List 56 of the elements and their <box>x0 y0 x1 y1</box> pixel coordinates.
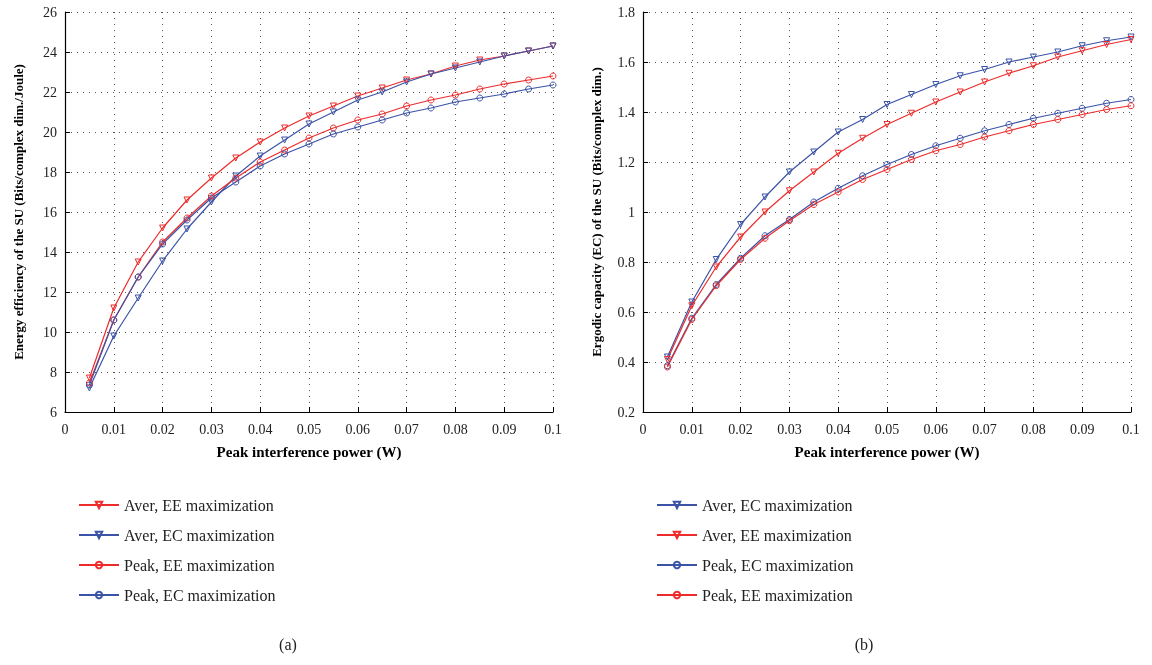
y-tick-label: 0.6 <box>617 304 635 320</box>
x-tick-label: 0.1 <box>544 421 562 437</box>
legend-label: Peak, EC maximization <box>702 556 854 574</box>
x-tick-label: 0.07 <box>394 421 419 437</box>
x-tick-label: 0.02 <box>150 421 175 437</box>
x-axis-title: Peak interference power (W) <box>216 443 402 461</box>
x-tick-label: 0.02 <box>728 421 753 437</box>
x-tick-label: 0.03 <box>777 421 802 437</box>
y-tick-label: 1.8 <box>617 4 635 20</box>
y-tick-label: 0.2 <box>617 404 635 420</box>
x-tick-label: 0.08 <box>1021 421 1046 437</box>
x-tick-label: 0 <box>61 421 69 437</box>
y-tick-label: 20 <box>43 124 57 140</box>
x-tick-label: 0.05 <box>874 421 900 437</box>
legend-label: Aver, EC maximization <box>702 496 853 514</box>
x-tick-label: 0.09 <box>1069 421 1095 437</box>
y-tick-label: 16 <box>43 204 57 220</box>
y-axis-title: Ergodic capacity (EC) of the SU (Bits/complex dim.) <box>589 67 604 357</box>
legend-label: Peak, EE maximization <box>124 556 275 574</box>
y-tick-label: 0.8 <box>617 254 635 270</box>
y-tick-label: 12 <box>43 284 57 300</box>
x-tick-label: 0.01 <box>679 421 705 437</box>
y-tick-label: 26 <box>43 4 57 20</box>
x-tick-label: 0.09 <box>491 421 517 437</box>
y-tick-label: 18 <box>43 164 57 180</box>
x-tick-label: 0.06 <box>345 421 371 437</box>
x-tick-label: 0.06 <box>923 421 949 437</box>
x-tick-label: 0.05 <box>296 421 322 437</box>
legend-label: Aver, EE maximization <box>702 526 852 544</box>
y-tick-label: 14 <box>43 244 57 260</box>
legend-label: Aver, EE maximization <box>124 496 274 514</box>
y-tick-label: 1.4 <box>617 104 635 120</box>
x-tick-label: 0 <box>639 421 647 437</box>
legend-label: Peak, EE maximization <box>702 586 853 604</box>
x-axis-title: Peak interference power (W) <box>794 443 980 461</box>
legend-label: Aver, EC maximization <box>124 526 275 544</box>
y-tick-label: 1 <box>628 204 635 220</box>
y-tick-label: 22 <box>43 84 57 100</box>
y-axis-title: Energy efficiency of the SU (Bits/complex dim./Joule) <box>11 64 26 360</box>
y-tick-label: 10 <box>43 324 57 340</box>
legend-label: Peak, EC maximization <box>124 586 276 604</box>
x-tick-label: 0.04 <box>247 421 273 437</box>
x-tick-label: 0.03 <box>199 421 224 437</box>
y-tick-label: 0.4 <box>617 354 635 370</box>
y-tick-label: 8 <box>50 364 57 380</box>
text: (b) <box>854 635 874 654</box>
text: (a) <box>279 635 297 654</box>
x-tick-label: 0.04 <box>825 421 851 437</box>
x-tick-label: 0.07 <box>972 421 997 437</box>
x-tick-label: 0.08 <box>443 421 468 437</box>
y-tick-label: 24 <box>43 44 57 60</box>
y-tick-label: 1.6 <box>617 54 635 70</box>
x-tick-label: 0.01 <box>101 421 127 437</box>
y-tick-label: 1.2 <box>617 154 635 170</box>
x-tick-label: 0.1 <box>1122 421 1140 437</box>
y-tick-label: 6 <box>50 404 57 420</box>
